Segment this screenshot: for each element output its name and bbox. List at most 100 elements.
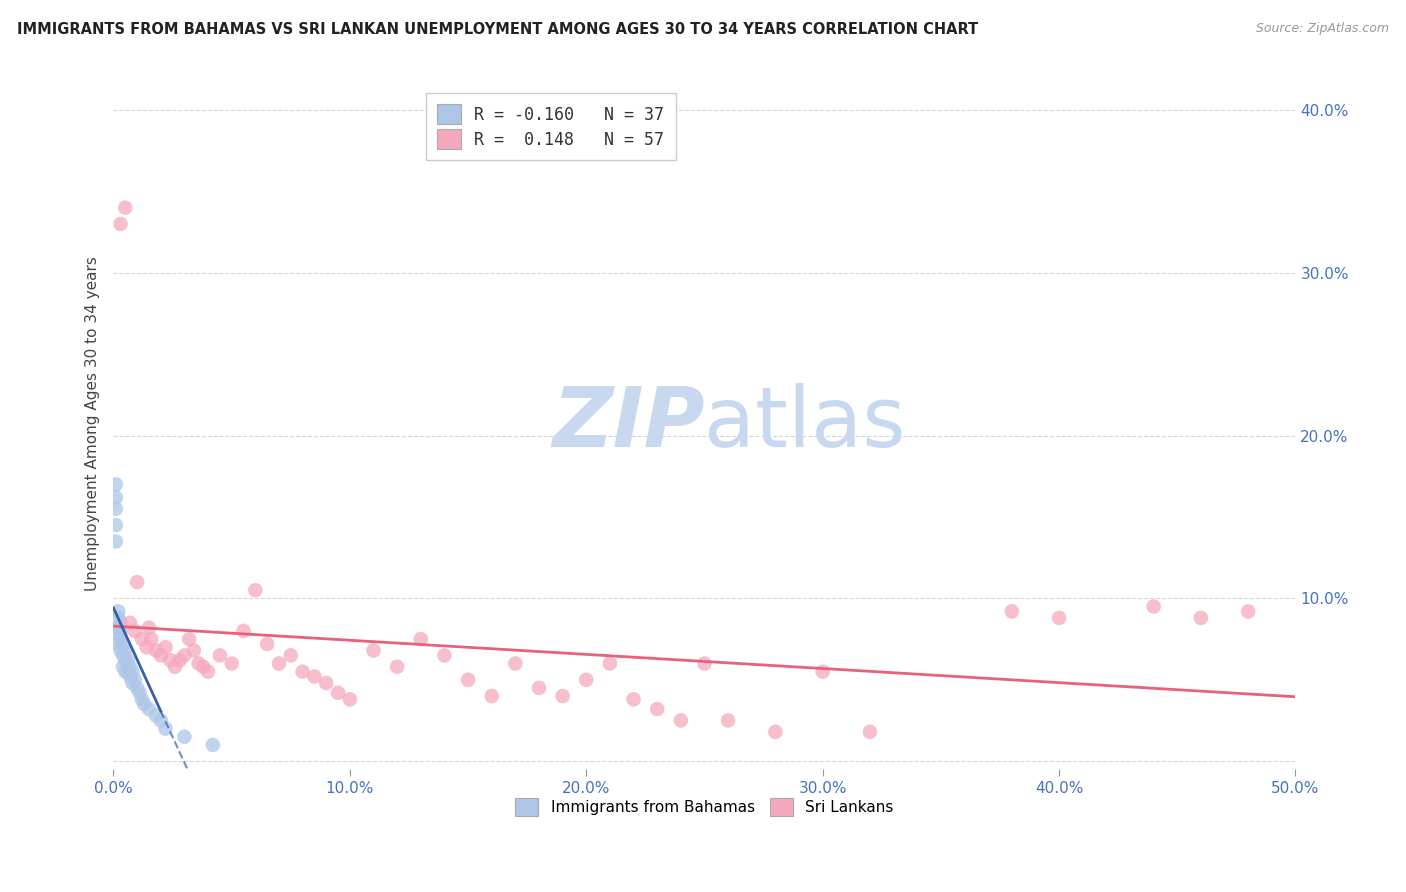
Point xyxy=(107,621,129,635)
Point xyxy=(859,724,882,739)
Point xyxy=(551,689,574,703)
Point xyxy=(134,697,156,711)
Point xyxy=(717,714,740,728)
Point xyxy=(1001,604,1024,618)
Point xyxy=(135,640,157,655)
Point xyxy=(114,665,136,679)
Point xyxy=(128,686,150,700)
Point xyxy=(124,624,146,638)
Point xyxy=(187,657,209,671)
Point xyxy=(208,648,231,663)
Point xyxy=(763,724,786,739)
Point xyxy=(145,708,167,723)
Point xyxy=(183,643,205,657)
Point xyxy=(575,673,598,687)
Point xyxy=(111,648,134,663)
Point xyxy=(221,657,243,671)
Point xyxy=(107,627,129,641)
Point xyxy=(173,648,195,663)
Point xyxy=(111,659,134,673)
Point xyxy=(131,632,153,646)
Point xyxy=(121,665,143,679)
Point xyxy=(326,686,349,700)
Point xyxy=(1143,599,1166,614)
Point xyxy=(163,659,186,673)
Point xyxy=(245,583,267,598)
Point xyxy=(155,640,177,655)
Point xyxy=(121,676,143,690)
Point xyxy=(110,643,132,657)
Point xyxy=(304,669,326,683)
Point xyxy=(232,624,254,638)
Point xyxy=(104,501,127,516)
Text: ZIP: ZIP xyxy=(551,383,704,464)
Point xyxy=(505,657,527,671)
Point xyxy=(169,653,191,667)
Point xyxy=(127,575,149,590)
Point xyxy=(114,201,136,215)
Point xyxy=(117,665,139,679)
Point xyxy=(149,648,172,663)
Point xyxy=(111,637,134,651)
Point xyxy=(145,643,167,657)
Point xyxy=(110,624,132,638)
Point xyxy=(107,604,129,618)
Point xyxy=(104,518,127,533)
Point xyxy=(138,621,160,635)
Text: atlas: atlas xyxy=(704,383,907,464)
Point xyxy=(114,653,136,667)
Point xyxy=(481,689,503,703)
Point xyxy=(110,615,132,630)
Point xyxy=(118,615,141,630)
Point xyxy=(110,217,132,231)
Point xyxy=(363,643,385,657)
Point xyxy=(280,648,302,663)
Point xyxy=(118,669,141,683)
Point xyxy=(669,714,692,728)
Point xyxy=(118,659,141,673)
Point xyxy=(117,653,139,667)
Point xyxy=(385,659,408,673)
Point xyxy=(1189,611,1212,625)
Point xyxy=(811,665,834,679)
Point xyxy=(291,665,314,679)
Point xyxy=(409,632,432,646)
Point xyxy=(104,477,127,491)
Point xyxy=(104,491,127,505)
Y-axis label: Unemployment Among Ages 30 to 34 years: Unemployment Among Ages 30 to 34 years xyxy=(86,256,100,591)
Text: IMMIGRANTS FROM BAHAMAS VS SRI LANKAN UNEMPLOYMENT AMONG AGES 30 TO 34 YEARS COR: IMMIGRANTS FROM BAHAMAS VS SRI LANKAN UN… xyxy=(17,22,979,37)
Point xyxy=(256,637,278,651)
Point xyxy=(127,681,149,695)
Point xyxy=(457,673,479,687)
Point xyxy=(141,632,163,646)
Point xyxy=(138,702,160,716)
Point xyxy=(155,722,177,736)
Point xyxy=(693,657,716,671)
Text: Source: ZipAtlas.com: Source: ZipAtlas.com xyxy=(1256,22,1389,36)
Legend: Immigrants from Bahamas, Sri Lankans: Immigrants from Bahamas, Sri Lankans xyxy=(508,790,901,824)
Point xyxy=(173,730,195,744)
Point xyxy=(104,534,127,549)
Point xyxy=(527,681,550,695)
Point xyxy=(267,657,290,671)
Point xyxy=(599,657,621,671)
Point xyxy=(645,702,668,716)
Point xyxy=(159,653,181,667)
Point xyxy=(623,692,645,706)
Point xyxy=(107,637,129,651)
Point xyxy=(315,676,337,690)
Point xyxy=(179,632,201,646)
Point xyxy=(193,659,215,673)
Point xyxy=(197,665,219,679)
Point xyxy=(1047,611,1070,625)
Point xyxy=(114,643,136,657)
Point xyxy=(1237,604,1260,618)
Point xyxy=(339,692,361,706)
Point xyxy=(201,738,224,752)
Point xyxy=(107,611,129,625)
Point xyxy=(110,632,132,646)
Point xyxy=(433,648,456,663)
Point xyxy=(131,692,153,706)
Point xyxy=(149,714,172,728)
Point xyxy=(124,673,146,687)
